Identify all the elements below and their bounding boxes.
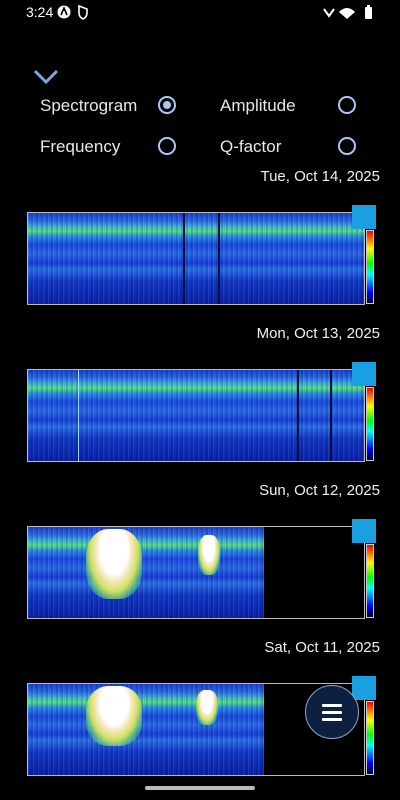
no-data bbox=[264, 527, 364, 618]
system-icons bbox=[323, 5, 372, 19]
logo bbox=[352, 519, 376, 543]
logo-glyph bbox=[352, 400, 360, 408]
radio-button[interactable] bbox=[338, 137, 356, 155]
radio-button[interactable] bbox=[338, 96, 356, 114]
spectrogram[interactable] bbox=[18, 205, 378, 310]
option-label[interactable]: Q-factor bbox=[220, 137, 282, 156]
spectrogram-plot bbox=[27, 212, 365, 305]
logo-glyph bbox=[352, 533, 355, 541]
burst bbox=[198, 535, 220, 575]
gap-line bbox=[330, 370, 332, 461]
date-label: Sat, Oct 11, 2025 bbox=[264, 639, 380, 656]
radio-button[interactable] bbox=[158, 137, 176, 155]
gap-line bbox=[218, 213, 220, 304]
collapse-chevron[interactable] bbox=[33, 68, 59, 86]
logo bbox=[352, 676, 376, 700]
radio-button[interactable] bbox=[158, 96, 176, 114]
gap-line bbox=[183, 213, 185, 304]
logo-glyph bbox=[352, 547, 355, 557]
logo-glyph bbox=[352, 557, 360, 565]
date-label: Tue, Oct 14, 2025 bbox=[260, 168, 380, 185]
logo-glyph bbox=[352, 243, 360, 251]
logo-glyph bbox=[352, 219, 355, 227]
menu-button[interactable] bbox=[305, 685, 359, 739]
option-label[interactable]: Spectrogram bbox=[40, 96, 138, 115]
logo-glyph bbox=[352, 679, 355, 687]
spectrogram-plot bbox=[27, 526, 365, 619]
logo-glyph bbox=[352, 376, 355, 384]
logo-glyph bbox=[352, 365, 355, 373]
status-time: 3:24 bbox=[26, 4, 54, 20]
burst bbox=[196, 690, 218, 725]
radio-dot bbox=[163, 101, 171, 109]
color-bar bbox=[366, 230, 374, 304]
status-icons bbox=[57, 4, 88, 20]
option-label[interactable]: Frequency bbox=[40, 137, 121, 156]
burst bbox=[86, 686, 142, 746]
color-bar bbox=[366, 701, 374, 775]
color-bar bbox=[366, 544, 374, 618]
burst bbox=[86, 529, 142, 599]
logo bbox=[352, 362, 376, 386]
logo-glyph bbox=[352, 233, 355, 243]
logo-glyph bbox=[352, 390, 355, 400]
logo-glyph bbox=[352, 522, 355, 530]
spectrogram-plot bbox=[27, 369, 365, 462]
logo-glyph bbox=[352, 208, 355, 216]
spectrogram[interactable] bbox=[18, 519, 378, 624]
spectrogram[interactable] bbox=[18, 362, 378, 467]
home-indicator bbox=[145, 786, 255, 790]
date-label: Sun, Oct 12, 2025 bbox=[259, 482, 380, 499]
bright-line bbox=[78, 370, 79, 461]
date-label: Mon, Oct 13, 2025 bbox=[256, 325, 380, 342]
option-label[interactable]: Amplitude bbox=[220, 96, 296, 115]
logo bbox=[352, 205, 376, 229]
color-bar bbox=[366, 387, 374, 461]
gap-line bbox=[297, 370, 299, 461]
